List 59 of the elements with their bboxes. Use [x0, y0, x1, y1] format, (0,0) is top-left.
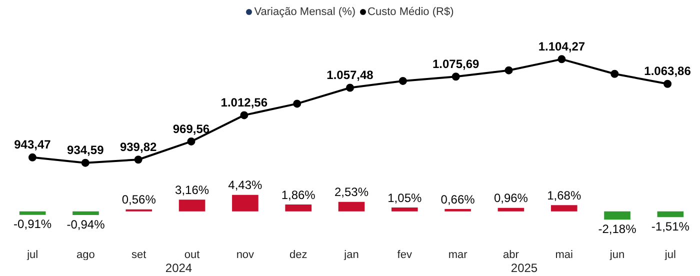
bar: [444, 208, 471, 212]
data-label: 1,05%: [388, 190, 422, 205]
point: [81, 158, 90, 167]
data-label: -0,94%: [66, 217, 106, 232]
data-label: 1.012,56: [220, 96, 268, 110]
data-label: 934,59: [67, 143, 104, 158]
point: [452, 72, 460, 81]
point: [398, 76, 407, 85]
x-tick-label: set: [132, 249, 146, 262]
bar: [604, 211, 630, 220]
bar: [338, 202, 365, 212]
bar: [285, 204, 312, 212]
bar: [19, 211, 46, 215]
data-label: 2,53%: [334, 185, 369, 200]
point: [346, 84, 354, 92]
x-tick-label: fev: [397, 249, 412, 262]
point: [28, 153, 36, 162]
data-label: 1.057,48: [326, 68, 374, 82]
text: 2024: [165, 260, 192, 275]
point: [664, 80, 672, 88]
data-label: -0,91%: [14, 217, 52, 232]
data-label: 1.063,86: [644, 64, 692, 78]
point: [134, 156, 142, 164]
text: 2025: [510, 260, 538, 275]
x-tick-label: abr: [503, 249, 520, 262]
data-label: 0,56%: [122, 192, 156, 207]
data-label: -2,18%: [598, 222, 637, 236]
data-label: 939,82: [120, 140, 157, 154]
text: Variação Mensal (%): [254, 6, 356, 18]
data-label: 1,86%: [281, 188, 316, 202]
data-label: 969,56: [172, 122, 210, 136]
data-label: 1,68%: [547, 188, 582, 202]
bar: [72, 211, 99, 215]
bar: [657, 211, 684, 218]
data-label: 4,43%: [228, 178, 263, 192]
bar: [498, 208, 524, 212]
x-tick-label: nov: [236, 249, 255, 262]
x-tick-label: mai: [555, 249, 573, 262]
legend-label: Custo Médio (R$): [368, 6, 454, 18]
data-label: 1.075,69: [432, 56, 480, 71]
point: [293, 100, 302, 108]
bar: [178, 200, 206, 212]
bar: [391, 207, 418, 212]
x-tick-label: dez: [289, 249, 308, 262]
point: [504, 66, 513, 74]
bar: [232, 194, 258, 212]
data-label: 0,96%: [494, 191, 528, 206]
x-tick-label: out: [184, 249, 200, 262]
point: [187, 137, 196, 146]
point: [558, 55, 566, 64]
data-label: -1,51%: [651, 219, 690, 234]
x-tick-label: mar: [448, 249, 468, 262]
data-label: 3,16%: [175, 182, 210, 197]
point: [610, 70, 619, 78]
bar: [550, 205, 578, 212]
data-label: 0,66%: [440, 192, 476, 206]
data-label: 1.104,27: [538, 39, 586, 54]
point: [240, 111, 248, 120]
data-label: 943,47: [14, 138, 52, 152]
